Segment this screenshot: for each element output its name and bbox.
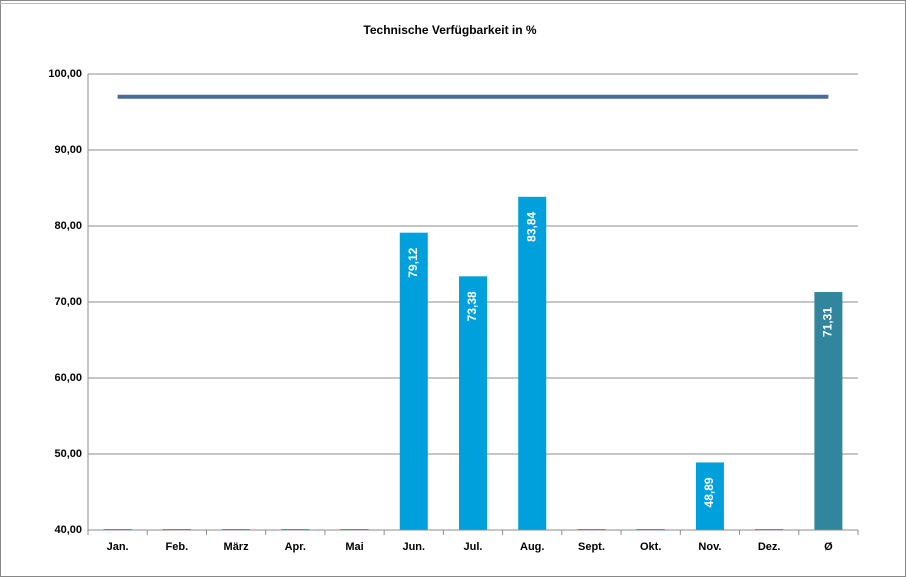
- chart-title: Technische Verfügbarkeit in %: [363, 23, 536, 37]
- x-tick-label: Aug.: [520, 541, 544, 553]
- x-tick-label: Okt.: [640, 541, 661, 553]
- y-tick-label: 100,00: [48, 68, 82, 80]
- value-label: 73,38: [465, 291, 479, 321]
- y-tick-label: 40,00: [54, 524, 82, 536]
- y-tick-label: 60,00: [54, 372, 82, 384]
- x-tick-label: Mai: [345, 541, 363, 553]
- bar: [695, 462, 724, 530]
- x-tick-label: Nov.: [698, 541, 721, 553]
- x-tick-label: Jul.: [464, 541, 483, 553]
- y-tick-label: 90,00: [54, 144, 82, 156]
- bar: [459, 276, 487, 530]
- x-tick-label: Jun.: [402, 541, 425, 553]
- x-tick-label: Dez.: [758, 541, 781, 553]
- x-tick-label: März: [224, 541, 250, 553]
- value-label: 71,31: [821, 307, 835, 337]
- y-tick-label: 50,00: [54, 448, 82, 460]
- x-tick-label: Feb.: [166, 541, 189, 553]
- value-label: 83,84: [524, 211, 538, 241]
- bar: [814, 292, 843, 530]
- bar: [518, 196, 547, 531]
- x-tick-label: Sept.: [578, 541, 605, 553]
- x-tick-label: Apr.: [285, 541, 306, 553]
- y-tick-label: 70,00: [54, 296, 82, 308]
- value-label: 48,89: [702, 477, 716, 507]
- y-tick-label: 80,00: [54, 220, 82, 232]
- bar: [399, 232, 428, 531]
- value-label: 79,12: [406, 247, 420, 277]
- x-tick-label: Jan.: [107, 541, 129, 553]
- x-tick-label: Ø: [824, 541, 833, 553]
